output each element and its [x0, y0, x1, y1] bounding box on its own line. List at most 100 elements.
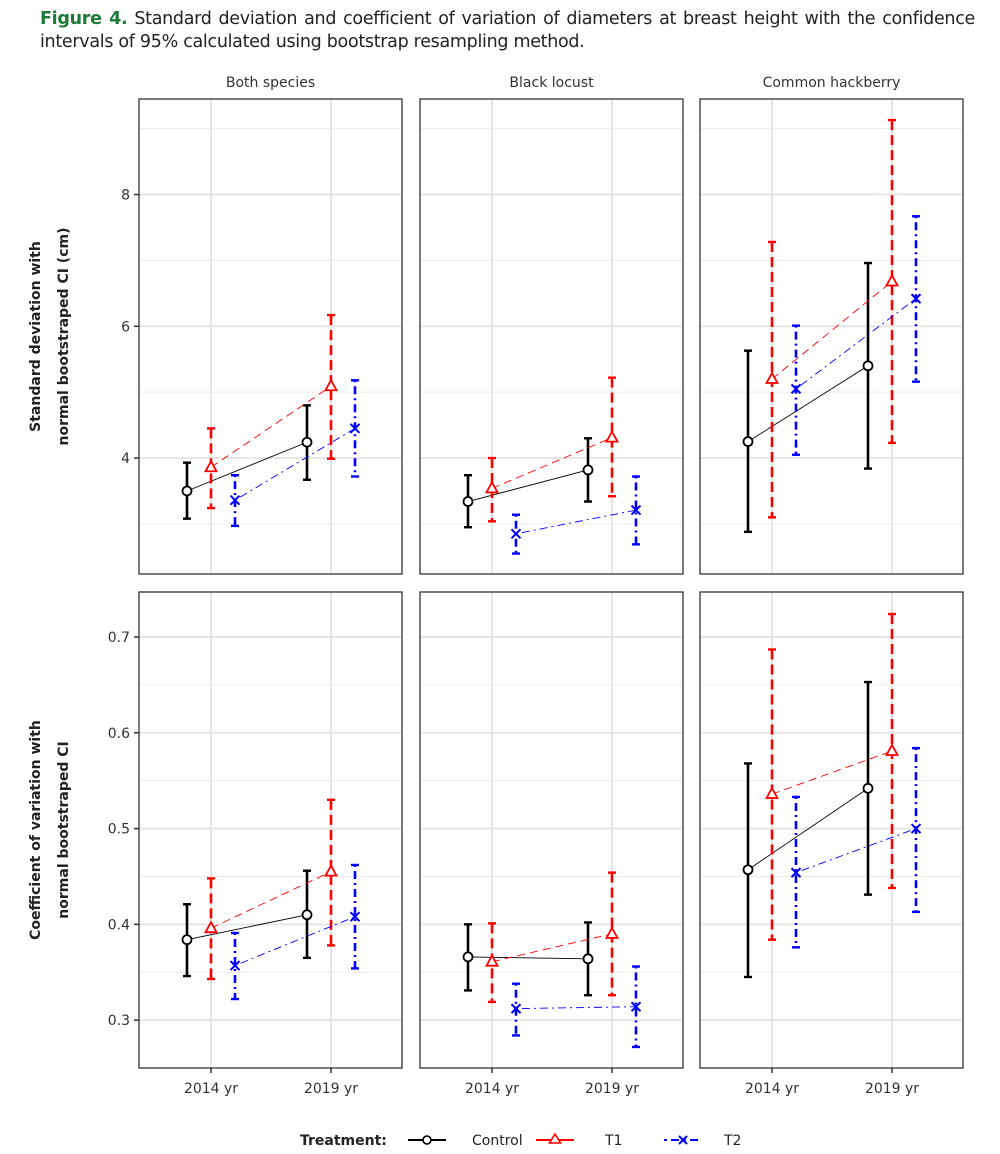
legend-marker-circle [422, 1135, 432, 1145]
data-point-control [462, 496, 474, 507]
data-point-t2 [229, 960, 241, 971]
y-tick-label: 6 [121, 319, 130, 335]
data-point-t1 [323, 863, 339, 877]
data-point-control [181, 934, 193, 946]
series-line-t1 [491, 437, 613, 489]
x-tick-label: 2019 yr [585, 1081, 639, 1097]
data-point-t2 [630, 1001, 642, 1012]
data-point-t2 [510, 528, 522, 540]
data-point-control [742, 436, 754, 447]
figure-label: Figure 4. [40, 9, 128, 29]
data-point-t1 [604, 429, 620, 443]
data-point-control [301, 909, 313, 921]
data-point-t1 [323, 378, 339, 392]
series-line-t1 [210, 385, 332, 468]
data-point-t2 [630, 504, 642, 516]
figure-caption: Figure 4. Standard deviation and coeffic… [40, 8, 975, 54]
legend-label-control: Control [472, 1133, 523, 1149]
series-line-control [467, 956, 589, 960]
data-point-control [862, 782, 874, 794]
y-tick-label: 4 [121, 451, 130, 467]
panel-background [139, 99, 402, 574]
data-point-t1 [203, 459, 219, 473]
data-point-t2 [510, 1003, 522, 1014]
series-line-control [186, 914, 308, 941]
data-point-control [181, 485, 193, 497]
data-point-t1 [764, 786, 780, 799]
panel-1-1 [419, 591, 684, 1069]
data-point-t1 [604, 926, 620, 939]
data-point-t2 [790, 867, 802, 878]
data-point-t2 [349, 911, 361, 922]
legend-label-t2: T2 [723, 1133, 741, 1149]
series-line-t1 [210, 871, 332, 929]
series-line-t2 [234, 916, 356, 966]
panel-border [419, 591, 684, 1069]
series-line-t2 [234, 428, 356, 501]
y-axis-title: normal bootstraped CI [56, 741, 72, 918]
legend-marker-triangle [548, 1132, 562, 1144]
y-axis-title: Coefficient of variation with [28, 720, 44, 940]
x-tick-label: 2019 yr [304, 1081, 358, 1097]
data-point-t2 [349, 423, 361, 434]
data-point-t1 [884, 743, 900, 756]
data-point-t2 [229, 495, 241, 506]
panel-border [419, 98, 684, 575]
series-line-t2 [515, 1006, 637, 1010]
panel-0-1 [419, 98, 684, 575]
facet-title: Both species [226, 75, 315, 91]
series-line-control [747, 787, 869, 871]
data-point-t1 [484, 953, 500, 967]
panel-border [138, 98, 403, 575]
legend-label-t1: T1 [604, 1133, 622, 1149]
x-tick-label: 2014 yr [184, 1081, 238, 1097]
panel-border [138, 591, 403, 1069]
data-point-control [582, 953, 594, 965]
y-axis-title: normal bootstraped CI (cm) [56, 228, 72, 446]
data-point-t1 [764, 371, 780, 384]
legend-title: Treatment: [300, 1133, 387, 1149]
panel-background [700, 99, 963, 574]
series-line-control [747, 365, 869, 442]
data-point-t1 [203, 920, 219, 934]
figure-caption-text: Standard deviation and coefficient of va… [40, 9, 975, 52]
series-line-control [467, 469, 589, 502]
series-line-t1 [771, 750, 893, 795]
data-point-control [742, 864, 754, 876]
panel-0-2 [699, 98, 964, 575]
x-tick-label: 2019 yr [865, 1081, 919, 1097]
data-point-control [582, 464, 594, 476]
panel-background [420, 99, 683, 574]
data-point-t2 [910, 823, 922, 834]
y-tick-label: 0.5 [108, 822, 130, 838]
data-point-control [462, 951, 474, 963]
data-point-t1 [884, 273, 900, 287]
data-point-t1 [484, 480, 500, 494]
facet-title: Common hackberry [763, 75, 901, 91]
x-tick-label: 2014 yr [745, 1081, 799, 1097]
data-point-control [301, 436, 313, 448]
data-point-t2 [790, 383, 802, 395]
series-line-t2 [515, 509, 637, 535]
panel-background [139, 592, 402, 1068]
panel-0-0 [138, 98, 403, 575]
legend-marker-x [678, 1135, 688, 1145]
data-point-t2 [910, 293, 922, 304]
y-tick-label: 0.3 [108, 1013, 130, 1029]
series-line-t1 [491, 933, 613, 963]
series-line-t2 [795, 828, 917, 874]
series-line-t2 [795, 298, 917, 390]
panel-background [420, 592, 683, 1068]
data-point-control [862, 360, 874, 372]
y-tick-label: 8 [121, 188, 130, 204]
y-tick-label: 0.6 [108, 726, 130, 742]
y-tick-label: 0.4 [108, 917, 130, 933]
panel-border [699, 98, 964, 575]
panel-border [699, 591, 964, 1069]
y-tick-label: 0.7 [108, 630, 130, 646]
series-line-control [186, 441, 308, 492]
x-tick-label: 2014 yr [465, 1081, 519, 1097]
panel-1-2 [699, 591, 964, 1069]
y-axis-title: Standard deviation with [28, 241, 44, 432]
